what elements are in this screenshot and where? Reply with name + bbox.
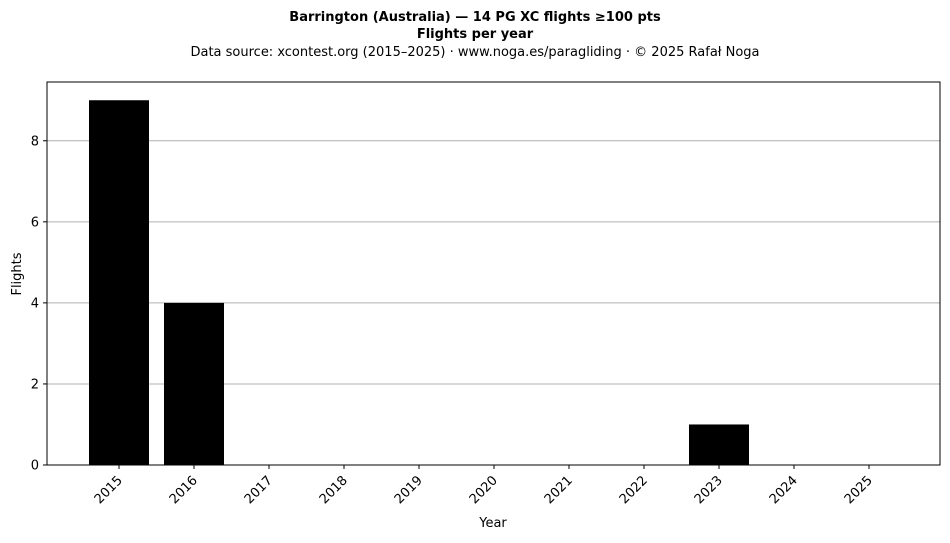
x-tick-label: 2017 (242, 473, 276, 507)
bar-2015 (89, 100, 149, 465)
y-axis-label: Flights (10, 252, 25, 295)
chart-subtitle: Data source: xcontest.org (2015–2025) · … (190, 45, 759, 60)
y-tick-label: 0 (31, 459, 39, 474)
y-tick-label: 8 (31, 134, 39, 149)
x-tick-label: 2021 (542, 473, 576, 507)
y-tick-label: 6 (31, 215, 39, 230)
x-tick-label: 2019 (392, 473, 426, 507)
y-axis-ticks: 0 2 4 6 8 (31, 134, 47, 474)
chart-title: Barrington (Australia) — 14 PG XC flight… (289, 10, 661, 25)
x-tick-label: 2018 (317, 473, 351, 507)
x-tick-label: 2015 (92, 473, 126, 507)
x-tick-label: 2016 (167, 473, 201, 507)
bar-2023 (689, 424, 749, 465)
x-tick-label: 2025 (842, 473, 876, 507)
x-tick-label: 2024 (767, 473, 801, 507)
x-tick-label: 2022 (617, 473, 651, 507)
y-tick-label: 4 (31, 296, 39, 311)
bars (89, 100, 749, 465)
chart-title-secondary: Flights per year (417, 27, 534, 42)
x-axis-label: Year (478, 516, 507, 531)
x-tick-label: 2023 (692, 473, 726, 507)
bar-2016 (164, 302, 224, 465)
y-tick-label: 2 (31, 377, 39, 392)
x-tick-label: 2020 (467, 473, 501, 507)
x-axis-ticks: 2015 2016 2017 2018 2019 2020 2021 2022 2023 2024… (92, 465, 876, 507)
